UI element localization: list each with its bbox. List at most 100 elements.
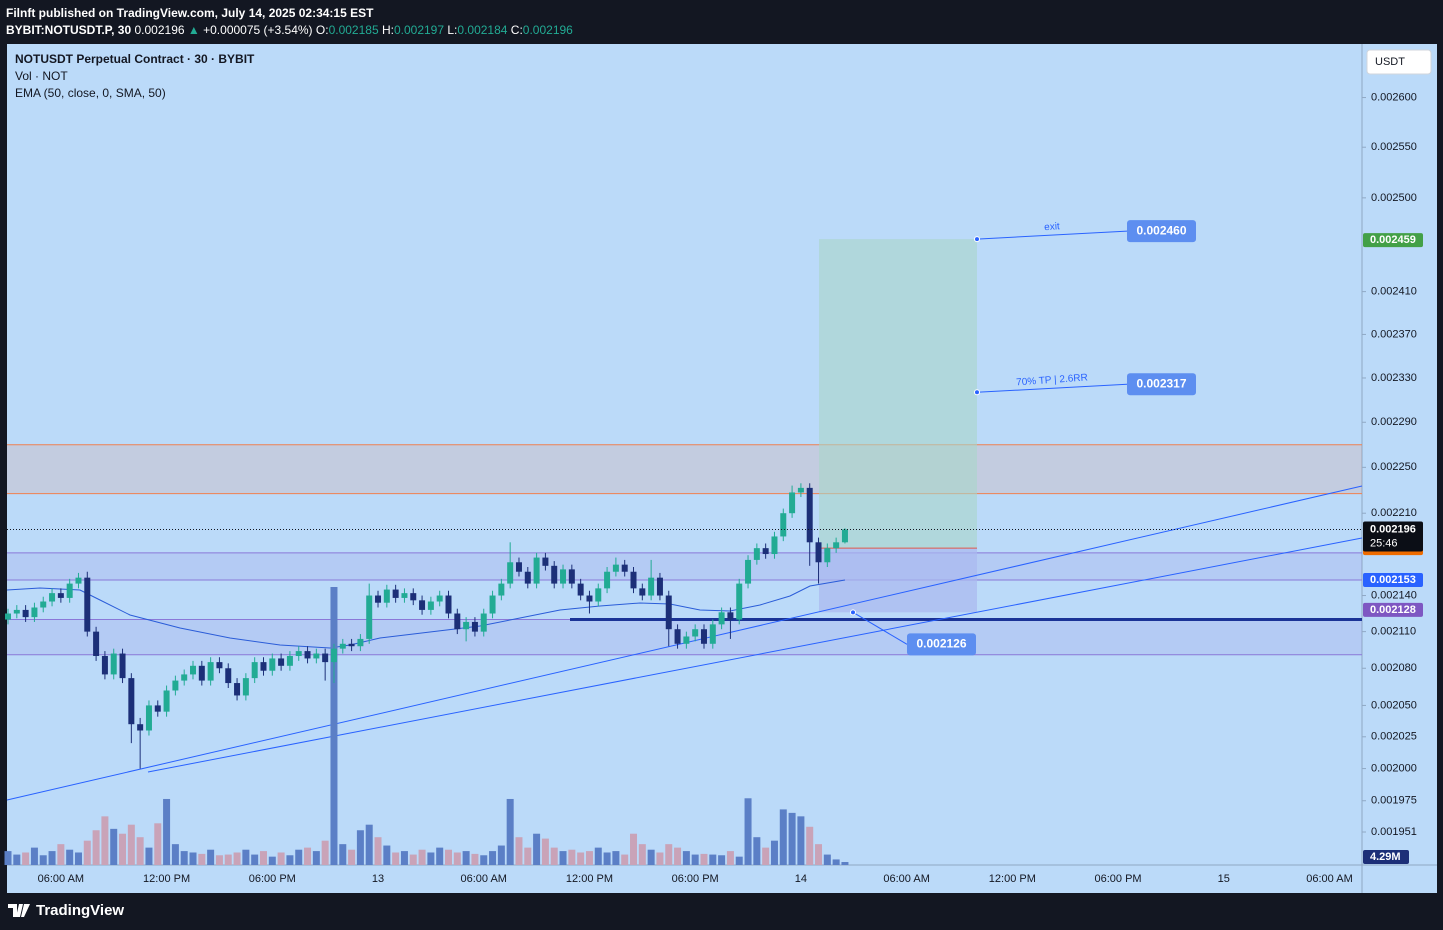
candle-body	[269, 658, 276, 671]
volume-bar	[374, 837, 382, 865]
volume-bar	[797, 816, 805, 865]
indicator-title: EMA (50, close, 0, SMA, 50)	[15, 86, 166, 100]
annotation-box	[1127, 373, 1196, 396]
volume-bar	[136, 837, 144, 865]
header: Filnft published on TradingView.com, Jul…	[6, 5, 573, 39]
volume-bar	[445, 849, 452, 865]
annotation-line	[976, 383, 1128, 393]
y-tick-label: 0.002000	[1371, 762, 1417, 774]
candle-body	[612, 564, 619, 572]
volume-bar	[806, 826, 814, 865]
x-tick-label: 14	[795, 873, 807, 885]
annotation-dot	[974, 389, 980, 396]
candle-body	[419, 600, 426, 610]
volume-bar	[189, 852, 197, 865]
x-tick-label: 06:00 PM	[249, 873, 296, 885]
currency[interactable]: USDT	[1375, 56, 1405, 68]
volume-bar	[832, 859, 840, 865]
volume-bar	[251, 854, 259, 865]
volume-bar	[515, 837, 523, 865]
candle-body	[577, 583, 584, 596]
candle-body	[84, 577, 91, 632]
volume-bar	[585, 851, 593, 865]
y-tick-label: 0.002500	[1371, 192, 1417, 204]
x-tick-label: 06:00 AM	[1306, 873, 1352, 885]
currency-button[interactable]	[1366, 49, 1432, 75]
candle-body	[145, 705, 152, 731]
published: Filnft published on TradingView.com, Jul…	[6, 6, 374, 20]
chart-title: NOTUSDT Perpetual Contract · 30 · BYBIT	[15, 52, 255, 66]
volume-bar	[559, 851, 567, 865]
candle-body	[66, 583, 73, 598]
volume-bar	[682, 851, 690, 865]
volume-bar	[110, 828, 118, 865]
x-tick-label: 06:00 AM	[460, 873, 506, 885]
target-zone	[819, 239, 977, 549]
volume-bar	[127, 824, 135, 865]
brand: TradingView	[36, 902, 125, 919]
candle-body	[480, 613, 487, 632]
candle-body	[383, 589, 390, 603]
volume-bar	[101, 816, 109, 865]
y-tick-label: 0.002410	[1371, 286, 1417, 298]
volume-bar	[348, 849, 356, 865]
price-tag-label: 0.002459	[1370, 234, 1416, 246]
x-tick-label: 06:00 PM	[672, 873, 719, 885]
annotation-label: 0.002126	[916, 636, 966, 650]
volume-bar	[788, 812, 796, 865]
volume-bar	[541, 838, 549, 865]
volume-bar	[594, 847, 602, 865]
annotation-line	[976, 230, 1128, 240]
candle-body	[286, 655, 293, 666]
volume-bar	[92, 830, 100, 865]
annotation-name: exit	[1044, 221, 1061, 233]
o-label: O:	[315, 23, 329, 37]
volume-bar	[744, 798, 752, 865]
volume-bar	[295, 849, 303, 865]
candle-body	[727, 612, 734, 620]
candle-body	[639, 588, 646, 596]
candle-body	[251, 662, 258, 679]
volume-bar	[171, 844, 179, 865]
candle-body	[692, 629, 699, 637]
volume-bar	[215, 855, 223, 865]
y-tick-label: 0.002550	[1371, 141, 1417, 153]
volume-bar	[480, 855, 488, 865]
candle-body	[313, 653, 320, 659]
volume-bar	[603, 852, 611, 865]
volume-bar	[268, 856, 276, 865]
candle-body	[436, 595, 443, 602]
candle-body	[22, 609, 29, 618]
candle-body	[410, 593, 417, 601]
price-tag	[1363, 233, 1423, 248]
volume-bar	[612, 851, 620, 865]
volume-bar	[568, 849, 576, 865]
candle-body	[13, 609, 20, 614]
volume-bar	[735, 856, 743, 865]
candle-body	[815, 542, 822, 563]
candle-body	[198, 665, 205, 681]
candle-body	[586, 595, 593, 602]
candle-body	[683, 636, 690, 644]
price-tag-label: 0.002128	[1370, 604, 1416, 616]
annotation-dot	[850, 609, 856, 616]
candle-body	[31, 607, 38, 618]
candle-body	[137, 724, 144, 731]
candle-body	[700, 629, 707, 644]
annotation-line	[852, 611, 908, 645]
volume-bar	[453, 852, 461, 865]
footer: TradingView	[8, 902, 124, 919]
volume-bar	[119, 833, 127, 865]
candle-body	[5, 613, 11, 620]
candle-body	[789, 492, 796, 514]
candle-body	[330, 648, 337, 663]
chart-bg	[7, 44, 1437, 893]
candle-body	[163, 690, 170, 712]
candle-body	[260, 662, 267, 671]
volume-bar	[30, 847, 38, 865]
candle-body	[75, 577, 82, 584]
candle-body	[304, 651, 311, 659]
volume-bar	[207, 849, 215, 865]
